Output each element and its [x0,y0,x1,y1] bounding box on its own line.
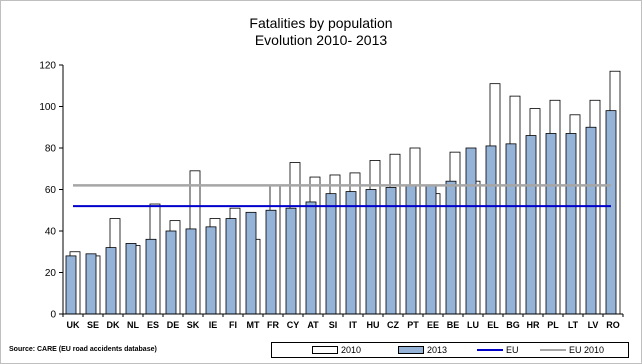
bar-2013 [545,133,557,315]
source-note: Source: CARE (EU road accidents database… [9,346,157,353]
x-tick-label: HU [367,320,380,330]
x-tick-label: LU [467,320,479,330]
x-tick-label: BG [506,320,520,330]
x-tick-label: SE [87,320,99,330]
bar-2013 [505,143,517,315]
x-tick-label: PL [547,320,559,330]
chart-subtitle: Evolution 2010- 2013 [254,32,388,48]
bar-2013 [465,147,477,315]
bar-2013 [145,238,157,315]
x-tick-label: IE [209,320,218,330]
reference-lines [73,184,611,208]
x-tick-label: SI [329,320,338,330]
legend-item-2013: 2013 [398,344,447,356]
x-tick-label: ES [147,320,159,330]
bar-2013 [105,247,117,315]
legend-label-2010: 2010 [341,345,362,355]
x-tick-label: DE [167,320,180,330]
bar-2013 [205,226,217,315]
x-tick-label: FI [229,320,237,330]
chart-title: Fatalities by population [249,15,393,31]
legend: 2010 2013 EU EU 2010 [271,342,629,358]
bar-2013 [245,211,257,315]
x-tick-label: HR [527,320,540,330]
x-tick-label: SK [187,320,200,330]
x-tick-label: AT [307,320,319,330]
x-tick-label: LV [588,320,599,330]
bar-2013 [445,180,457,315]
bar-2013 [485,145,497,315]
y-tick-label: 80 [45,144,57,155]
x-tick-label: PT [407,320,419,330]
bar-2013 [185,228,197,315]
y-tick-label: 60 [45,185,57,196]
legend-swatch-eu [477,349,503,351]
x-tick-label: RO [606,320,620,330]
bar-2013 [605,110,617,315]
y-tick-label: 100 [39,102,56,113]
x-tick-label: FR [267,320,279,330]
chart-title-block: Fatalities by population Evolution 2010-… [1,15,641,49]
legend-swatch-2010 [312,346,338,354]
bar-2013 [325,193,337,315]
x-tick-label: EE [427,320,439,330]
bar-2013 [405,184,417,315]
x-tick-label: LT [568,320,579,330]
x-tick-label: CY [287,320,300,330]
x-tick-label: DK [107,320,120,330]
x-tick-label: NL [127,320,139,330]
bar-2013 [345,191,357,315]
legend-swatch-2013 [398,346,424,354]
bar-2013 [425,184,437,315]
y-tick-label: 120 [39,61,56,72]
bar-2013 [125,243,137,315]
bars [65,70,621,315]
legend-swatch-eu-2010 [540,349,566,351]
bar-2013 [285,207,297,315]
x-axis: UK SE DK NL ES DE SK IE FI MT FR CY AT SI IT HU CZ PT EE BE… [62,313,624,330]
x-tick-label: CZ [387,320,399,330]
bar-2013 [585,126,597,315]
bar-2013 [165,230,177,315]
bar-2013 [365,189,377,315]
x-tick-label: EL [487,320,499,330]
y-axis: 0 20 40 60 80 100 120 [39,61,64,321]
bar-2013 [525,135,537,315]
legend-label-eu: EU [506,345,519,355]
legend-item-2010: 2010 [312,344,361,356]
y-tick-label: 0 [50,310,56,321]
bar-2013 [225,218,237,315]
legend-label-2013: 2013 [427,345,448,355]
bar-2013 [305,201,317,315]
x-tick-label: MT [247,320,260,330]
x-tick-label: IT [349,320,358,330]
x-tick-label: BE [447,320,460,330]
legend-item-eu-2010: EU 2010 [540,344,604,356]
y-tick-label: 20 [45,268,57,279]
legend-label-eu-2010: EU 2010 [569,345,605,355]
bar-2013 [85,253,97,315]
bar-2013 [565,133,577,315]
legend-item-eu: EU [477,344,519,356]
bar-2013 [65,255,77,315]
bar-2013 [265,209,277,315]
y-tick-label: 40 [45,227,57,238]
x-tick-label: UK [67,320,80,330]
